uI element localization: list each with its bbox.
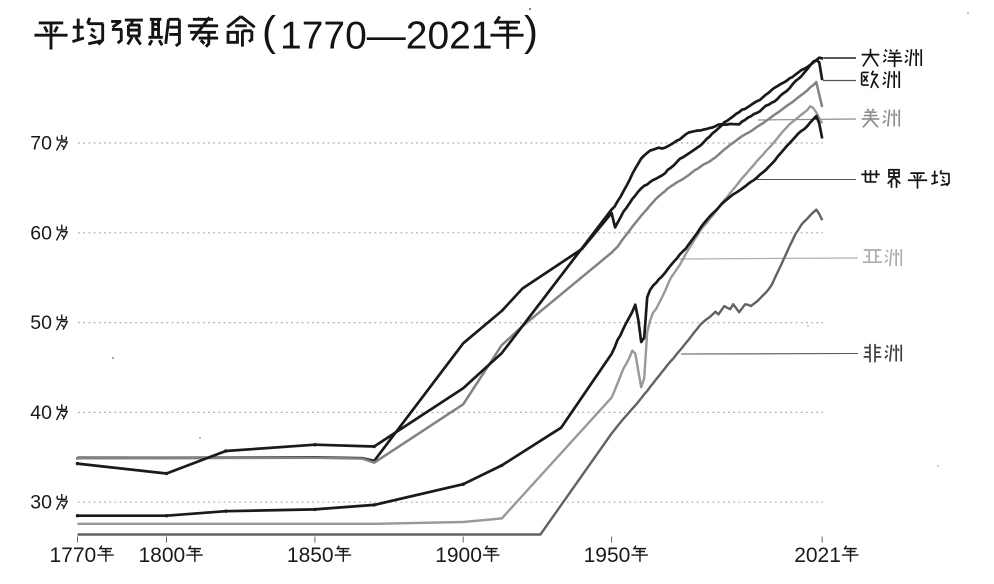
svg-text:1950: 1950 — [584, 544, 631, 567]
svg-text:(: ( — [262, 8, 276, 55]
svg-text:1770: 1770 — [50, 544, 97, 567]
svg-text:70: 70 — [30, 133, 52, 155]
svg-text:40: 40 — [30, 402, 52, 424]
svg-text:30: 30 — [30, 492, 52, 514]
svg-text:): ) — [524, 8, 538, 55]
svg-text:2021: 2021 — [794, 544, 841, 567]
svg-text:1850: 1850 — [287, 544, 334, 567]
svg-text:1800: 1800 — [139, 544, 186, 567]
svg-text:60: 60 — [30, 222, 52, 244]
svg-text:1770—2021: 1770—2021 — [280, 15, 493, 58]
svg-text:1900: 1900 — [435, 544, 482, 567]
svg-text:50: 50 — [30, 312, 52, 334]
